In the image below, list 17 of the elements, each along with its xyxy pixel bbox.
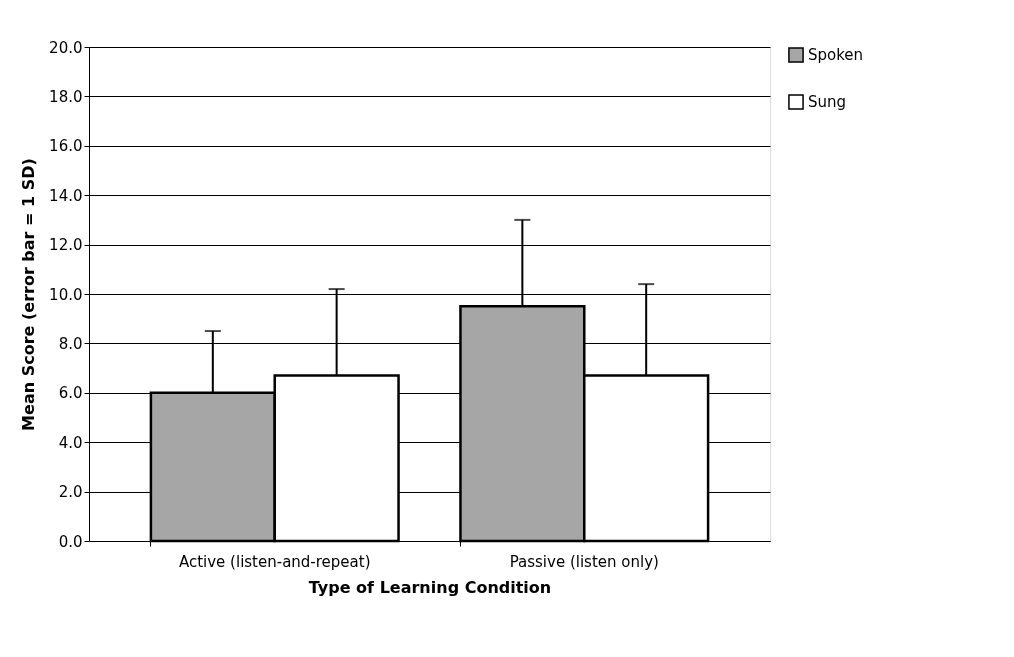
y-tick-label: 4.0 bbox=[58, 433, 83, 452]
y-axis-title: Mean Score (error bar = 1 SD) bbox=[19, 158, 39, 431]
y-tick-label: 2.0 bbox=[58, 483, 83, 502]
x-tick-label: Active (listen-and-repeat) bbox=[178, 552, 371, 571]
x-axis-title: Type of Learning Condition bbox=[308, 577, 552, 597]
y-tick-label: 10.0 bbox=[49, 285, 83, 304]
y-tick-label: 0.0 bbox=[58, 532, 83, 551]
y-tick-label: 14.0 bbox=[49, 186, 83, 205]
y-tick-label: 8.0 bbox=[58, 334, 83, 353]
x-tick-label: Passive (listen only) bbox=[509, 552, 659, 571]
y-tick-label: 12.0 bbox=[49, 236, 83, 255]
legend-label: Spoken bbox=[808, 46, 864, 64]
y-tick-label: 16.0 bbox=[49, 137, 83, 156]
legend-label: Sung bbox=[808, 93, 847, 111]
y-tick-label: 20.0 bbox=[49, 38, 83, 57]
y-tick-label: 18.0 bbox=[49, 87, 83, 106]
y-tick-label: 6.0 bbox=[58, 384, 83, 403]
